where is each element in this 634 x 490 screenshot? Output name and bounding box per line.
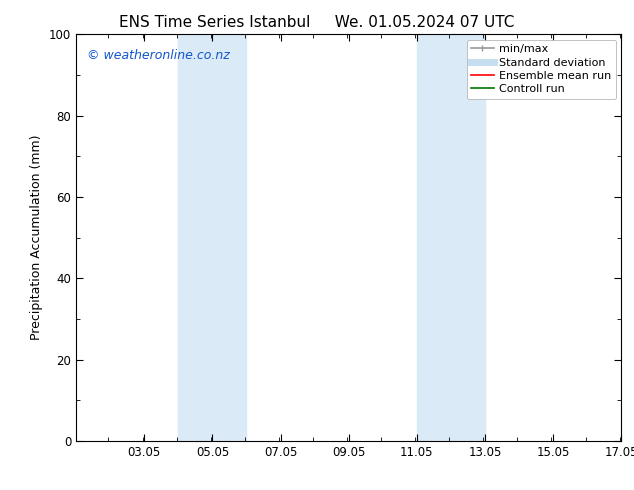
Y-axis label: Precipitation Accumulation (mm): Precipitation Accumulation (mm)	[30, 135, 43, 341]
Text: © weatheronline.co.nz: © weatheronline.co.nz	[87, 49, 230, 62]
Bar	[178, 34, 247, 441]
Legend: min/max, Standard deviation, Ensemble mean run, Controll run: min/max, Standard deviation, Ensemble me…	[467, 40, 616, 99]
Text: ENS Time Series Istanbul     We. 01.05.2024 07 UTC: ENS Time Series Istanbul We. 01.05.2024 …	[119, 15, 515, 30]
Bar	[417, 34, 485, 441]
